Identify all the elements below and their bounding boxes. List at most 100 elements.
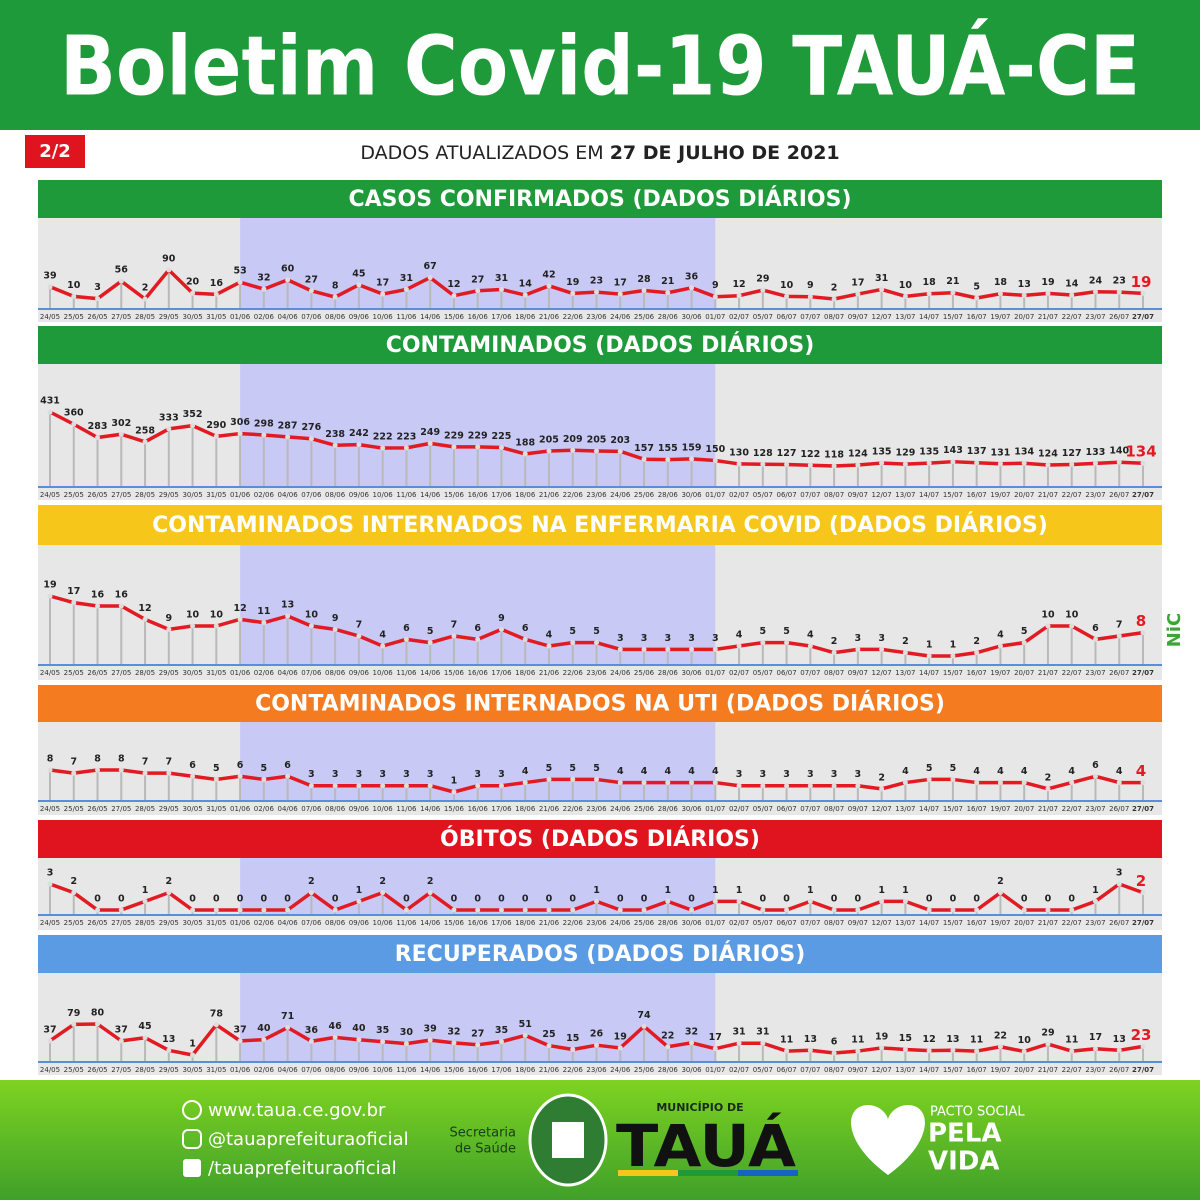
point <box>1021 292 1027 298</box>
value-label: 5 <box>213 763 220 774</box>
value-label: 1 <box>950 640 957 651</box>
x-tick-label: 30/06 <box>681 669 702 677</box>
point <box>617 907 623 913</box>
value-label: 150 <box>705 444 725 455</box>
value-label: 4 <box>997 766 1004 777</box>
x-tick-label: 23/07 <box>1085 491 1105 499</box>
value-label: 5 <box>569 763 576 774</box>
x-tick-label: 19/07 <box>990 491 1010 499</box>
value-label: 31 <box>732 1027 745 1038</box>
point <box>997 643 1003 649</box>
x-tick-label: 27/05 <box>111 919 131 927</box>
value-label: 46 <box>329 1021 343 1032</box>
value-label: 19 <box>43 580 56 591</box>
point <box>308 783 314 789</box>
x-tick-label: 25/05 <box>64 491 84 499</box>
x-tick-label: 27/05 <box>111 491 131 499</box>
x-tick-label: 07/07 <box>800 1066 820 1074</box>
point <box>1021 780 1027 786</box>
point <box>1021 640 1027 646</box>
value-label: 222 <box>373 432 393 443</box>
x-tick-label: 08/06 <box>325 669 346 677</box>
point <box>831 463 837 469</box>
x-tick-label: 24/06 <box>610 1066 631 1074</box>
value-label: 3 <box>47 868 54 879</box>
x-tick-label: 31/05 <box>206 491 226 499</box>
x-tick-label: 26/05 <box>87 313 107 321</box>
point <box>237 907 243 913</box>
value-label: 1 <box>878 885 885 896</box>
value-label: 0 <box>760 894 767 905</box>
point <box>261 286 267 292</box>
value-label: 9 <box>712 280 719 291</box>
web-icon <box>182 1100 202 1120</box>
panel-title: CASOS CONFIRMADOS (DADOS DIÁRIOS) <box>348 186 851 212</box>
x-tick-label: 09/07 <box>848 313 868 321</box>
point <box>308 623 314 629</box>
point <box>950 653 956 659</box>
x-tick-label: 09/07 <box>848 491 868 499</box>
x-tick-label: 07/06 <box>301 919 322 927</box>
value-label: 24 <box>1089 275 1103 286</box>
value-label: 0 <box>641 894 648 905</box>
point <box>47 881 53 887</box>
point <box>332 783 338 789</box>
point <box>594 640 599 646</box>
point <box>190 423 196 429</box>
x-tick-label: 13/07 <box>895 491 915 499</box>
value-label: 31 <box>400 273 413 284</box>
panel-header <box>38 820 1162 858</box>
x-tick-label: 21/07 <box>1038 919 1058 927</box>
x-tick-label: 02/06 <box>254 491 275 499</box>
point <box>1140 780 1146 786</box>
point <box>997 890 1003 896</box>
point <box>95 603 101 609</box>
value-label: 17 <box>709 1032 722 1043</box>
value-label: 242 <box>349 428 369 439</box>
x-tick-label: 04/06 <box>278 313 299 321</box>
point <box>546 776 552 782</box>
value-label: 15 <box>566 1033 579 1044</box>
x-tick-label: 15/07 <box>943 491 963 499</box>
value-label: 2 <box>427 876 434 887</box>
value-label: 37 <box>115 1024 128 1035</box>
value-label: 4 <box>997 630 1004 641</box>
point <box>594 776 599 782</box>
x-tick-label: 24/05 <box>40 1066 60 1074</box>
value-label: 14 <box>1065 279 1079 290</box>
x-tick-label: 08/07 <box>824 919 844 927</box>
value-label: 1 <box>356 885 363 896</box>
value-label: 32 <box>685 1026 698 1037</box>
x-tick-label: 08/06 <box>325 1066 346 1074</box>
value-label: 2 <box>831 283 838 294</box>
x-tick-label: 31/05 <box>206 313 226 321</box>
x-tick-label: 22/07 <box>1062 313 1082 321</box>
x-tick-label: 15/07 <box>943 313 963 321</box>
x-tick-label: 19/07 <box>990 1066 1010 1074</box>
x-tick-label: 23/06 <box>586 491 607 499</box>
value-label: 5 <box>261 763 268 774</box>
point <box>1116 459 1122 465</box>
value-label: 11 <box>970 1035 983 1046</box>
point <box>190 1052 196 1058</box>
point <box>1140 1043 1146 1049</box>
panel-header <box>38 326 1162 364</box>
x-tick-label: 18/06 <box>515 919 536 927</box>
value-label: 1 <box>142 885 149 896</box>
x-tick-label: 11/06 <box>396 919 417 927</box>
x-tick-label: 10/06 <box>373 313 394 321</box>
x-tick-label: 30/05 <box>182 313 202 321</box>
point <box>142 898 148 904</box>
x-tick-label: 21/07 <box>1038 1066 1058 1074</box>
x-tick-label: 30/05 <box>182 669 202 677</box>
point <box>213 776 219 782</box>
point <box>1092 773 1098 779</box>
value-label: 13 <box>946 1034 959 1045</box>
point <box>47 284 53 290</box>
x-tick-label: 01/06 <box>230 491 251 499</box>
value-label: 3 <box>807 769 814 780</box>
point <box>974 907 980 913</box>
point <box>712 1046 718 1052</box>
value-label: 134 <box>1014 447 1034 458</box>
x-tick-label: 09/07 <box>848 805 868 813</box>
